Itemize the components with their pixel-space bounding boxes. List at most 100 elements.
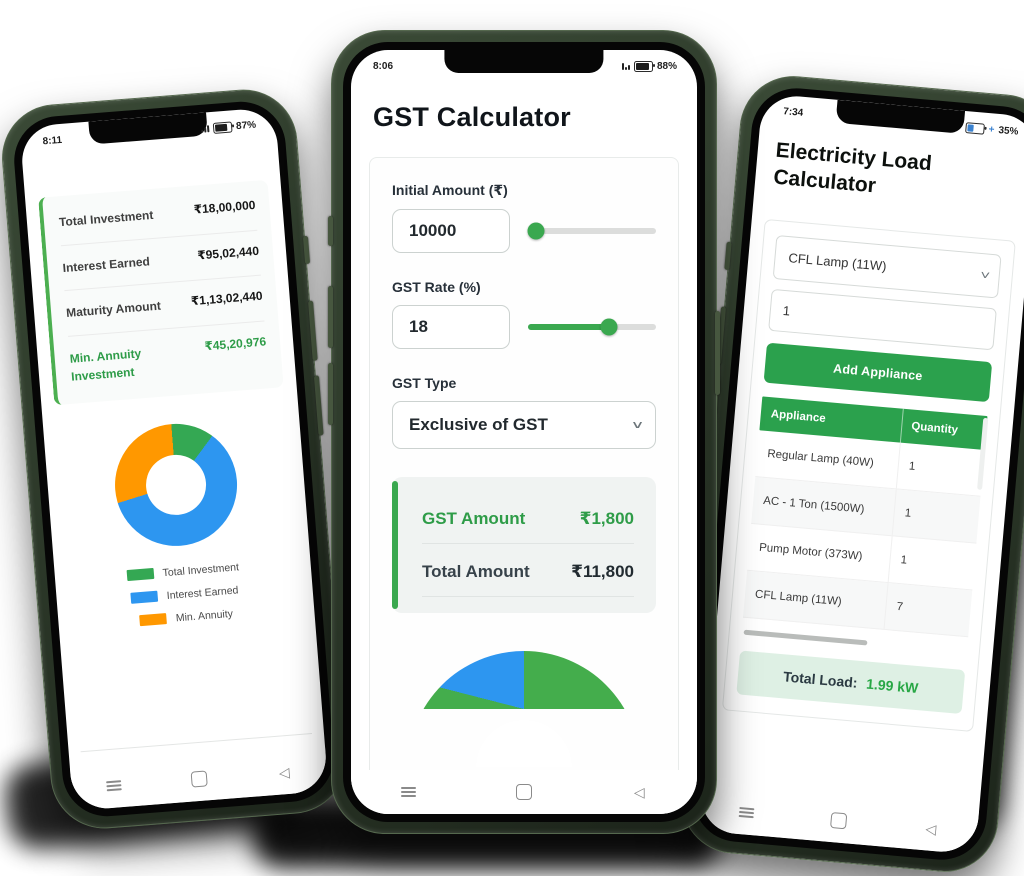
summary-value: ₹1,13,02,440 <box>190 288 264 309</box>
total-load-box: Total Load: 1.99 kW <box>736 650 966 714</box>
total-load-value: 1.99 kW <box>865 675 919 696</box>
menu-icon[interactable] <box>401 784 417 799</box>
gst-amount-label: GST Amount <box>422 509 526 528</box>
initial-amount-slider[interactable] <box>527 222 656 240</box>
volume-up-button <box>328 286 333 348</box>
legend-label: Interest Earned <box>166 584 239 602</box>
result-accent-bar <box>392 481 398 609</box>
total-amount-value: ₹11,800 <box>571 562 634 581</box>
slider-fill <box>528 324 609 330</box>
quantity-cell: 7 <box>896 600 904 614</box>
legend-label: Min. Annuity <box>175 607 234 625</box>
middle-phone: 8:06 88% GST Calculator Initial Amount (… <box>328 30 720 834</box>
total-amount-label: Total Amount <box>422 562 530 581</box>
gst-form-card: Initial Amount (₹) GST Rate (%) <box>369 157 679 792</box>
gst-rate-label: GST Rate (%) <box>392 279 481 295</box>
battery-icon <box>212 120 233 134</box>
gst-result-card: GST Amount ₹1,800 Total Amount ₹11,800 <box>392 477 656 613</box>
back-icon[interactable]: ◁ <box>924 820 938 838</box>
electricity-form-card: CFL Lamp (11W) ˅ Add Appliance Appliance… <box>721 218 1016 732</box>
gst-type-value: Exclusive of GST <box>409 415 548 434</box>
chart-legend: Total Investment Interest Earned Min. An… <box>55 556 315 634</box>
quantity-cell: 1 <box>908 460 916 473</box>
appliance-select-value: CFL Lamp (11W) <box>787 250 888 274</box>
left-phone: 8:11 87% Total Investment ₹18,00,000 Int… <box>0 85 351 833</box>
status-time: 8:11 <box>42 134 63 147</box>
gst-rate-input[interactable] <box>392 305 510 349</box>
signal-icon <box>201 124 210 133</box>
mute-switch <box>724 241 732 271</box>
volume-down-button <box>313 375 324 436</box>
total-load-label: Total Load: <box>782 667 859 691</box>
electricity-app-screen: 7:34 + 35% Electricity Load Calculator C… <box>698 93 1024 855</box>
signal-icon <box>621 62 630 70</box>
gst-app-screen: 8:06 88% GST Calculator Initial Amount (… <box>351 50 697 814</box>
volume-down-button <box>328 363 333 425</box>
menu-icon[interactable] <box>106 778 122 794</box>
page-title: GST Calculator <box>373 102 571 132</box>
gst-amount-row: GST Amount ₹1,800 <box>422 501 634 544</box>
summary-label: Total Investment <box>58 207 154 230</box>
summary-value: ₹95,02,440 <box>196 243 260 263</box>
mute-switch <box>302 235 311 265</box>
legend-swatch <box>126 568 155 582</box>
content-divider <box>80 733 313 753</box>
horizontal-scrollbar[interactable] <box>743 629 868 646</box>
mute-switch <box>328 216 333 246</box>
charging-indicator: + <box>988 123 995 136</box>
summary-value: ₹45,20,976 <box>203 334 267 354</box>
legend-label: Total Investment <box>162 561 240 580</box>
page-title: Electricity Load Calculator <box>772 138 933 198</box>
status-time: 7:34 <box>782 105 804 119</box>
gst-type-label: GST Type <box>392 375 457 391</box>
phone-bezel: 8:06 88% GST Calculator Initial Amount (… <box>343 42 705 822</box>
summary-value: ₹18,00,000 <box>193 197 256 217</box>
quantity-input[interactable] <box>768 288 997 350</box>
status-time: 8:06 <box>373 60 394 72</box>
volume-up-button <box>308 300 318 361</box>
back-icon[interactable]: ◁ <box>278 763 291 781</box>
legend-swatch <box>139 613 168 627</box>
android-nav-bar: ◁ <box>698 786 980 855</box>
quantity-cell: 1 <box>904 506 912 520</box>
battery-charging-icon <box>965 121 986 135</box>
legend-item: Min. Annuity <box>139 607 234 627</box>
gst-rate-slider[interactable] <box>528 318 656 336</box>
chevron-down-icon: ˅ <box>632 418 643 432</box>
battery-percent: 35% <box>997 124 1019 138</box>
back-icon[interactable]: ◁ <box>633 784 645 800</box>
add-appliance-button[interactable]: Add Appliance <box>763 342 993 402</box>
menu-icon[interactable] <box>738 804 755 820</box>
android-nav-bar: ◁ <box>69 747 329 811</box>
initial-amount-label: Initial Amount (₹) <box>392 182 508 198</box>
summary-label: Min. Annuity Investment <box>69 346 142 385</box>
legend-swatch <box>130 591 159 605</box>
gst-amount-value: ₹1,800 <box>579 509 634 528</box>
slider-thumb[interactable] <box>600 318 618 336</box>
home-icon[interactable] <box>190 770 208 788</box>
legend-item: Total Investment <box>126 561 239 582</box>
phone-bezel: 7:34 + 35% Electricity Load Calculator C… <box>689 84 1024 864</box>
power-button <box>715 311 720 395</box>
android-nav-bar: ◁ <box>351 770 697 814</box>
chevron-down-icon: ˅ <box>979 267 991 283</box>
right-phone: 7:34 + 35% Electricity Load Calculator C… <box>676 71 1024 876</box>
gst-type-select[interactable]: Exclusive of GST ˅ <box>392 401 656 449</box>
battery-icon <box>633 60 655 72</box>
slider-thumb[interactable] <box>527 222 545 240</box>
investment-summary-card: Total Investment ₹18,00,000 Interest Ear… <box>38 179 284 406</box>
investment-donut-chart <box>110 419 242 551</box>
phone-notch <box>444 50 604 73</box>
phone-bezel: 8:11 87% Total Investment ₹18,00,000 Int… <box>10 98 338 820</box>
gst-gauge-chart <box>408 651 640 767</box>
status-bar: 8:11 87% <box>19 107 276 155</box>
quantity-cell: 1 <box>900 553 908 567</box>
home-icon[interactable] <box>515 784 532 800</box>
home-icon[interactable] <box>830 812 848 830</box>
initial-amount-input[interactable] <box>392 209 510 253</box>
status-bar: 8:06 88% <box>351 50 697 78</box>
battery-percent: 87% <box>235 119 257 132</box>
annuity-app-screen: 8:11 87% Total Investment ₹18,00,000 Int… <box>19 107 329 811</box>
legend-item: Interest Earned <box>130 584 239 605</box>
appliance-select[interactable]: CFL Lamp (11W) ˅ <box>772 234 1002 299</box>
